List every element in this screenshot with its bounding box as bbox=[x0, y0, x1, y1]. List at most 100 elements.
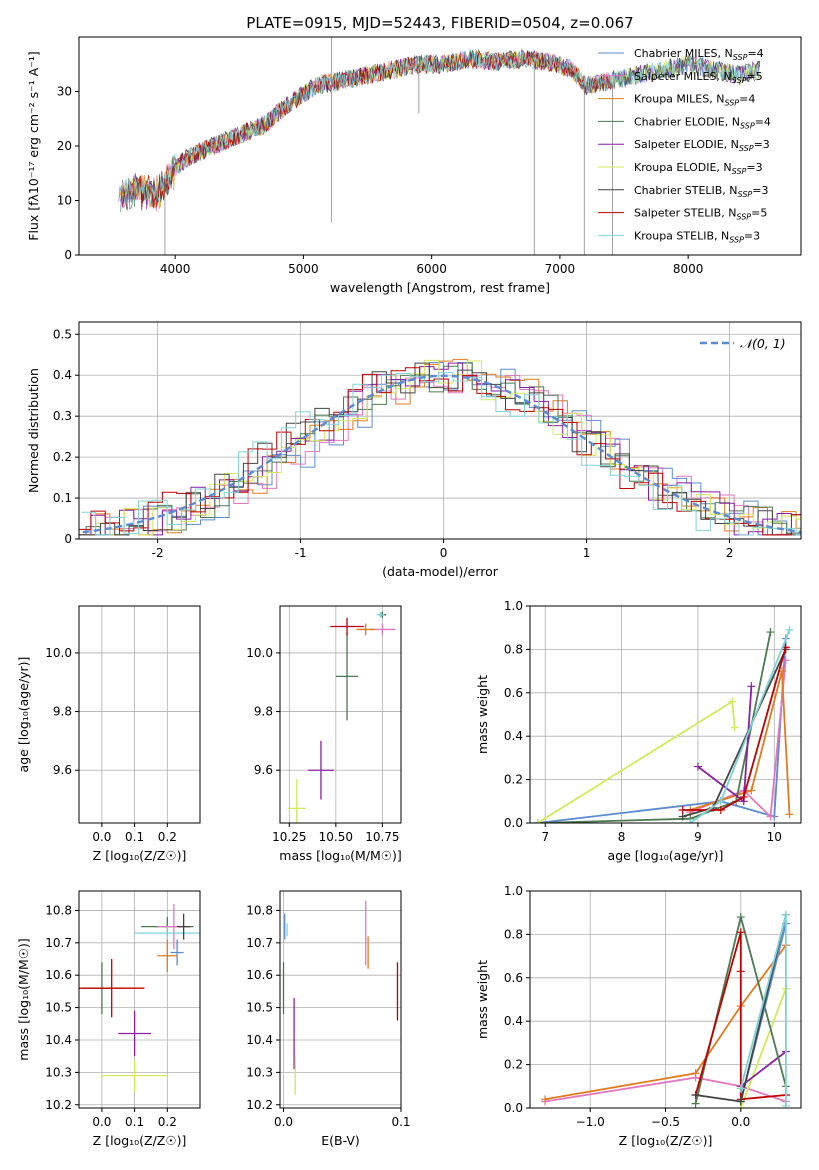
y-tick-label: 10.7 bbox=[246, 936, 273, 950]
y-tick-label: 10.6 bbox=[45, 968, 72, 982]
y-tick-label: 9.8 bbox=[254, 705, 273, 719]
y-tick-label: 10 bbox=[57, 194, 72, 208]
weight-marker bbox=[691, 1099, 700, 1108]
errorbars bbox=[287, 611, 396, 823]
y-tick-label: 0.0 bbox=[504, 1101, 523, 1115]
x-axis-label: Z [log₁₀(Z/Z☉)] bbox=[619, 1133, 713, 1148]
y-tick-label: 10.8 bbox=[45, 903, 72, 917]
y-axis-label: age [log₁₀(age/yr)] bbox=[16, 657, 31, 773]
x-tick-label: 0.0 bbox=[731, 1115, 750, 1129]
y-tick-label: 10.6 bbox=[246, 968, 273, 982]
errorbars bbox=[99, 612, 200, 838]
weight-marker bbox=[781, 1101, 790, 1108]
x-tick-label: 0 bbox=[440, 546, 448, 560]
x-tick-label: 0.1 bbox=[125, 1115, 144, 1129]
legend-label: Salpeter MILES, NSSP=5 bbox=[634, 70, 763, 85]
x-tick-label: 0.2 bbox=[158, 1115, 177, 1129]
y-tick-label: 20 bbox=[57, 139, 72, 153]
legend-label: Salpeter STELIB, NSSP=5 bbox=[634, 207, 767, 222]
weight-line bbox=[544, 1076, 787, 1103]
y-tick-label: 0.2 bbox=[53, 450, 72, 464]
x-tick-label: 10.50 bbox=[319, 830, 353, 844]
x-tick-label: 8000 bbox=[673, 262, 704, 276]
chart-title: PLATE=0915, MJD=52443, FIBERID=0504, z=0… bbox=[246, 14, 633, 32]
x-tick-label: 0.2 bbox=[158, 830, 177, 844]
y-tick-label: 0.6 bbox=[504, 686, 523, 700]
errorbars bbox=[79, 903, 200, 1092]
y-axis-label: mass weight bbox=[475, 675, 490, 754]
x-tick-label: 4000 bbox=[160, 262, 191, 276]
weight-line bbox=[740, 1050, 787, 1088]
y-tick-label: 10.2 bbox=[45, 1098, 72, 1112]
weight-marker bbox=[739, 792, 748, 801]
y-tick-label: 0 bbox=[64, 248, 72, 262]
x-tick-label: −1.0 bbox=[576, 1115, 605, 1129]
y-tick-label: 0.4 bbox=[504, 1014, 523, 1028]
y-tick-label: 0.2 bbox=[504, 1058, 523, 1072]
weight-marker bbox=[736, 1084, 745, 1093]
spectrum-lines bbox=[118, 37, 761, 255]
y-tick-label: 10.5 bbox=[45, 1001, 72, 1015]
y-axis-label: Flux [fλ10⁻¹⁷ erg cm⁻² s⁻¹ A⁻¹] bbox=[26, 51, 41, 240]
weight-marker bbox=[678, 805, 687, 814]
weight-marker bbox=[730, 723, 739, 732]
plot-frame bbox=[78, 605, 201, 824]
y-tick-label: 0.3 bbox=[53, 409, 72, 423]
y-tick-label: 10.0 bbox=[45, 646, 72, 660]
y-axis-label: mass weight bbox=[475, 960, 490, 1039]
y-tick-label: 9.8 bbox=[53, 705, 72, 719]
weight-marker bbox=[691, 1069, 700, 1078]
plot-frame bbox=[78, 36, 802, 256]
x-tick-label: 5000 bbox=[288, 262, 319, 276]
y-tick-label: 10.2 bbox=[246, 1098, 273, 1112]
weight-marker bbox=[686, 819, 695, 823]
weight-marker bbox=[766, 628, 775, 637]
weight-lines bbox=[533, 625, 794, 823]
plot-frame bbox=[529, 890, 802, 1109]
errorbars bbox=[282, 900, 399, 1096]
x-axis-label: wavelength [Angstrom, rest frame] bbox=[330, 280, 550, 295]
weight-line bbox=[682, 646, 787, 811]
plot-frame bbox=[279, 605, 402, 824]
y-axis-label: Normed distribution bbox=[26, 368, 41, 493]
x-tick-label: 1 bbox=[583, 546, 591, 560]
plot-frame bbox=[279, 890, 402, 1109]
y-tick-label: 10.3 bbox=[45, 1065, 72, 1079]
y-tick-label: 0.4 bbox=[53, 368, 72, 382]
plot-frame bbox=[529, 605, 802, 824]
weight-marker bbox=[747, 682, 756, 691]
legend-label: 𝒩(0, 1) bbox=[740, 336, 786, 351]
legend-label: Kroupa STELIB, NSSP=3 bbox=[634, 229, 760, 244]
x-tick-label: 0.0 bbox=[92, 1115, 111, 1129]
weight-marker bbox=[716, 805, 725, 814]
x-axis-label: mass [log₁₀(M/M☉)] bbox=[279, 848, 401, 863]
x-tick-label: 0.0 bbox=[274, 1115, 293, 1129]
x-axis-label: age [log₁₀(age/yr)] bbox=[608, 848, 724, 863]
y-tick-label: 9.6 bbox=[254, 763, 273, 777]
x-tick-label: -2 bbox=[152, 546, 164, 560]
weight-marker bbox=[747, 786, 756, 795]
x-tick-label: -1 bbox=[295, 546, 307, 560]
plot-frame bbox=[78, 321, 802, 540]
y-tick-label: 0.0 bbox=[504, 816, 523, 830]
weight-marker bbox=[716, 797, 725, 806]
y-tick-label: 0.8 bbox=[504, 927, 523, 941]
gaussian-curve bbox=[79, 374, 801, 534]
x-tick-label: 10.25 bbox=[272, 830, 306, 844]
weight-line bbox=[694, 931, 786, 1101]
y-axis-label: mass [log₁₀(M/M☉)] bbox=[16, 938, 31, 1060]
legend-label: Chabrier ELODIE, NSSP=4 bbox=[634, 115, 771, 130]
weight-marker bbox=[781, 910, 790, 919]
y-tick-label: 0.6 bbox=[504, 971, 523, 985]
x-axis-label: Z [log₁₀(Z/Z☉)] bbox=[93, 848, 187, 863]
y-tick-label: 30 bbox=[57, 85, 72, 99]
weight-marker bbox=[691, 1090, 700, 1099]
histograms bbox=[79, 358, 801, 536]
weight-line bbox=[739, 988, 787, 1108]
y-tick-label: 10.7 bbox=[45, 936, 72, 950]
y-tick-label: 1.0 bbox=[504, 599, 523, 613]
x-tick-label: 0.1 bbox=[125, 830, 144, 844]
weight-marker bbox=[728, 697, 737, 706]
y-tick-label: 10.8 bbox=[246, 903, 273, 917]
